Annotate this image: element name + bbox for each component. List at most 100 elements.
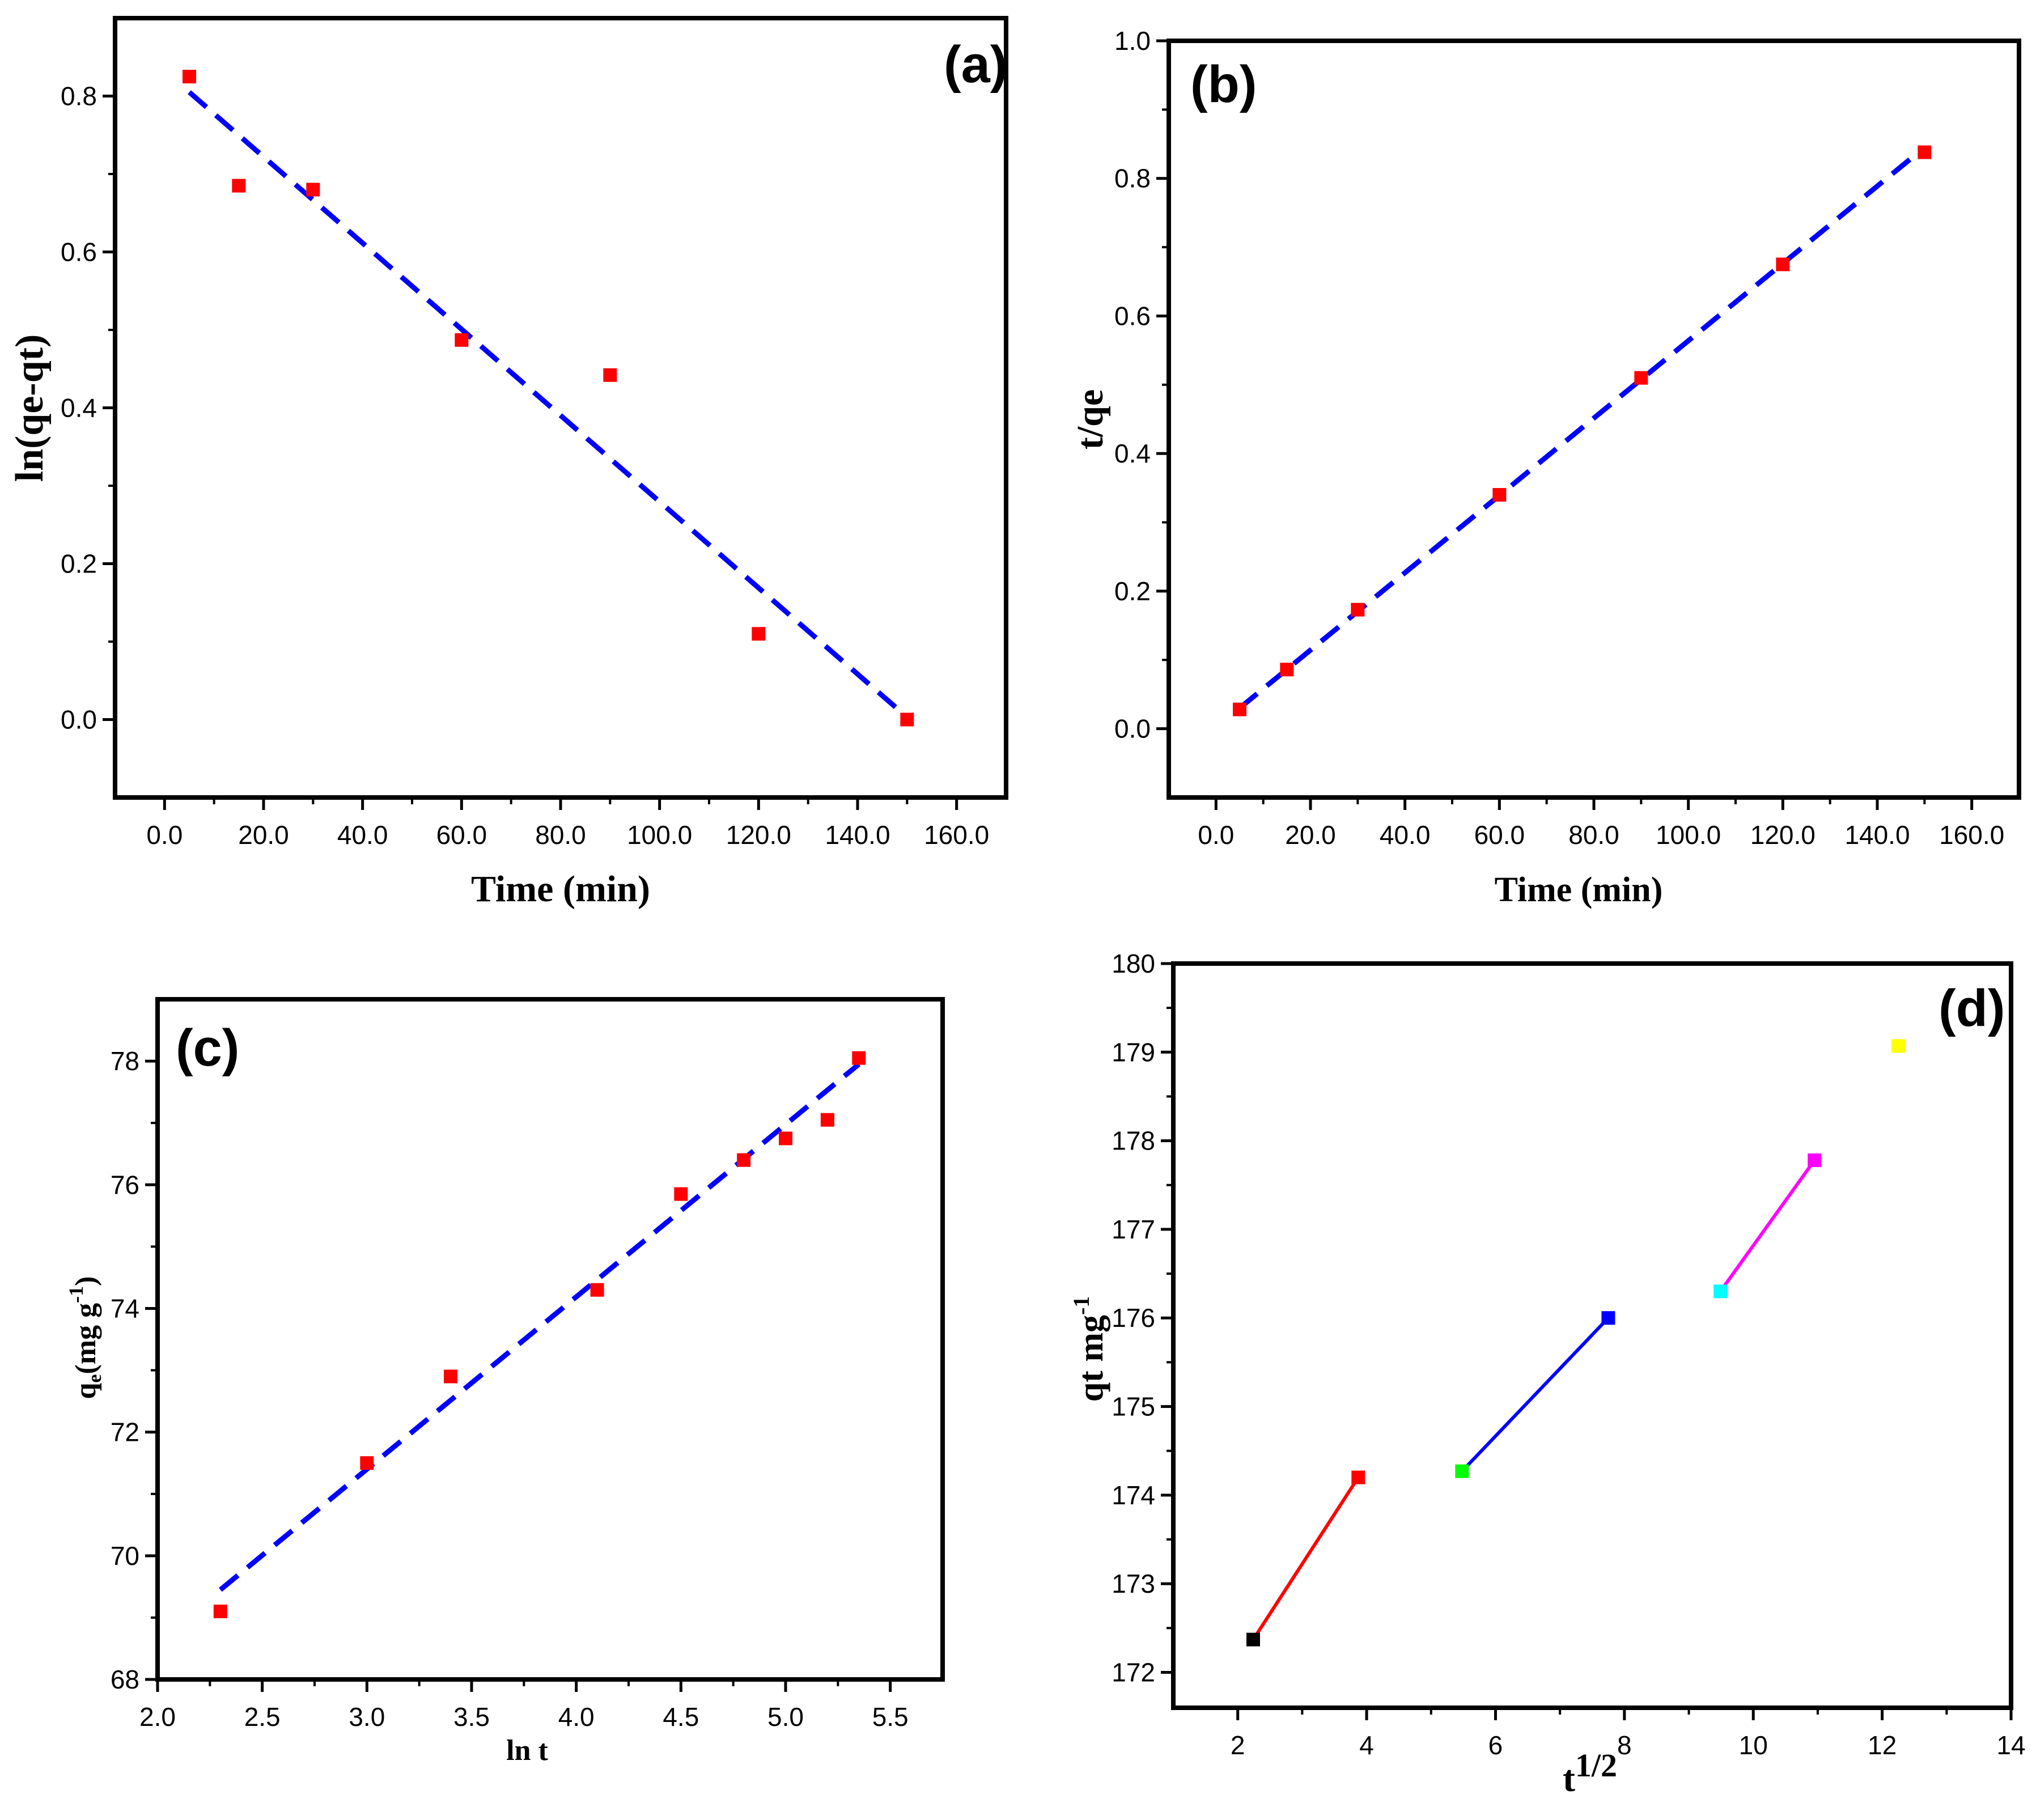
panel-a-data-point xyxy=(603,368,617,382)
panel-a-xlabel: Time (min) xyxy=(471,868,650,910)
panel-d-ytick-label: 173 xyxy=(1112,1569,1155,1598)
panel-a: (a) Time (min) ln(qe-qt) 0.0 20.0 40.0 60.0… xyxy=(8,16,1008,910)
panel-a-label: (a) xyxy=(944,36,1007,94)
panel-d-data-point xyxy=(1891,1039,1906,1053)
panel-b-ylabel: t/qe xyxy=(1070,389,1111,449)
panel-b-xtick-label: 40.0 xyxy=(1380,820,1431,850)
panel-a-frame xyxy=(113,16,1008,800)
panel-c-frame xyxy=(155,997,945,1682)
panel-b-ytick-label: 1.0 xyxy=(1114,26,1151,56)
panel-a-ytick-label: 0.6 xyxy=(61,237,97,267)
panel-a-ytick-label: 0.4 xyxy=(61,393,97,423)
panel-a-xtick-label: 120.0 xyxy=(726,820,791,850)
panel-d-data-point xyxy=(1808,1153,1822,1168)
panel-b-label: (b) xyxy=(1190,56,1257,113)
panel-c-xtick-label: 2.5 xyxy=(244,1702,281,1732)
panel-b-xtick-label: 100.0 xyxy=(1656,820,1721,850)
panel-c-data-point xyxy=(737,1153,751,1167)
panel-b-xtick-label: 80.0 xyxy=(1568,820,1619,850)
panel-c-ytick-label: 70 xyxy=(111,1541,139,1571)
panel-d-xlabel: t1/2 xyxy=(1563,1747,1617,1800)
panel-c-xtick-label: 4.0 xyxy=(558,1702,595,1732)
panel-a-xtick-label: 40.0 xyxy=(337,820,388,850)
panel-a-data-point xyxy=(752,627,766,641)
panel-b-xtick-label: 60.0 xyxy=(1474,820,1525,850)
panel-d-ytick-label: 178 xyxy=(1112,1126,1155,1156)
panel-b-xtick-label: 160.0 xyxy=(1939,820,2004,850)
panel-c-ylabel: qe(mg g-1) xyxy=(65,1276,105,1399)
panel-c-ytick-label: 68 xyxy=(111,1665,139,1694)
panel-d-ytick-label: 174 xyxy=(1112,1480,1155,1510)
panel-a-xtick-label: 60.0 xyxy=(436,820,487,850)
panel-d-data-point xyxy=(1601,1311,1615,1325)
panel-b-ytick-label: 0.8 xyxy=(1114,164,1151,193)
panel-d-xtick-label: 6 xyxy=(1488,1730,1503,1760)
panel-b-xlabel: Time (min) xyxy=(1495,871,1663,909)
panel-b-ytick-label: 0.6 xyxy=(1114,301,1151,330)
panel-c-ylabel-text: qe(mg g-1) xyxy=(65,1276,105,1399)
panel-b-data-point xyxy=(1280,663,1294,677)
panel-b-ytick-label: 0.4 xyxy=(1114,439,1151,468)
panel-d-fit-line xyxy=(1461,1317,1610,1473)
panel-c-data-point xyxy=(779,1131,792,1146)
panel-d-fit-line xyxy=(1252,1476,1360,1641)
panel-d-xtick-label: 2 xyxy=(1231,1730,1245,1760)
panel-a-ytick-label: 0.2 xyxy=(61,549,97,579)
panel-d-xtick-label: 10 xyxy=(1739,1730,1768,1760)
panel-b-data-point xyxy=(1776,257,1790,271)
panel-d-label: (d) xyxy=(1939,979,2005,1037)
panel-a-ytick-label: 0.0 xyxy=(61,705,97,735)
panel-c: (c) ln t qe(mg g-1) 2.0 2.5 3.0 3.5 4.0 4.5 5.… xyxy=(65,997,945,1767)
panel-b: (b) Time (min) t/qe 0.0 20.0 40.0 60.0 80.0 1… xyxy=(1070,26,2021,909)
panel-a-data-point xyxy=(306,183,320,197)
panel-b-data-point xyxy=(1634,371,1648,385)
panel-c-xtick-label: 2.0 xyxy=(139,1702,176,1732)
panel-d-ytick-label: 176 xyxy=(1112,1303,1155,1333)
panel-d-data-point xyxy=(1246,1632,1260,1647)
panel-d-frame xyxy=(1171,961,2013,1710)
panel-c-data-point xyxy=(590,1283,604,1297)
panel-a-xtick-label: 140.0 xyxy=(825,820,890,850)
panel-d-xtick-label: 12 xyxy=(1868,1730,1897,1760)
panel-c-xtick-label: 3.0 xyxy=(349,1702,385,1732)
panel-b-data-point xyxy=(1492,488,1507,502)
panel-d-ylabel: qt mg-1 xyxy=(1068,1296,1110,1402)
panel-c-ytick-label: 78 xyxy=(111,1046,139,1076)
panel-c-data-point xyxy=(820,1113,834,1127)
panel-c-xtick-label: 3.5 xyxy=(453,1702,490,1732)
panel-c-xtick-label: 5.0 xyxy=(767,1702,804,1732)
panel-a-xtick-label: 0.0 xyxy=(146,820,183,850)
panel-b-data-point xyxy=(1233,702,1246,716)
panel-d-xtick-label: 4 xyxy=(1359,1730,1374,1760)
panel-d: (d) t1/2 qt mg-1 2 4 6 8 10 12 14 172 173 174 175 1… xyxy=(1068,949,2026,1800)
panel-d-ytick-label: 172 xyxy=(1112,1657,1155,1687)
panel-d-data-point xyxy=(1455,1464,1469,1478)
panel-a-data-point xyxy=(232,179,246,193)
panel-b-xtick-label: 20.0 xyxy=(1285,820,1336,850)
panel-d-xtick-label: 8 xyxy=(1617,1730,1632,1760)
panel-a-data-point xyxy=(183,70,196,84)
panel-d-ytick-label: 179 xyxy=(1112,1037,1155,1067)
panel-d-xtick-label: 14 xyxy=(1996,1730,2025,1760)
panel-c-data-point xyxy=(360,1456,374,1470)
panel-c-fit-line xyxy=(218,1062,861,1592)
panel-c-label: (c) xyxy=(176,1019,239,1077)
panel-a-xtick-label: 160.0 xyxy=(924,820,989,850)
panel-b-ytick-label: 0.2 xyxy=(1114,576,1151,606)
panel-c-ytick-label: 76 xyxy=(111,1170,139,1199)
panel-b-xtick-label: 120.0 xyxy=(1750,820,1816,850)
panel-c-ytick-label: 74 xyxy=(111,1293,139,1323)
panel-a-xtick-label: 100.0 xyxy=(627,820,692,850)
panel-a-data-point xyxy=(455,333,469,347)
panel-d-ytick-label: 175 xyxy=(1112,1392,1155,1422)
panel-b-fit-line xyxy=(1238,145,1927,710)
panel-a-fit-line xyxy=(188,90,909,719)
panel-c-data-point xyxy=(444,1369,458,1384)
panel-c-ytick-label: 72 xyxy=(111,1418,139,1447)
panel-b-ytick-label: 0.0 xyxy=(1114,714,1151,744)
panel-d-fit-line xyxy=(1719,1159,1816,1293)
panel-b-xtick-label: 140.0 xyxy=(1844,820,1910,850)
panel-a-xtick-label: 20.0 xyxy=(238,820,289,850)
panel-a-ylabel: ln(qe-qt) xyxy=(8,334,52,482)
